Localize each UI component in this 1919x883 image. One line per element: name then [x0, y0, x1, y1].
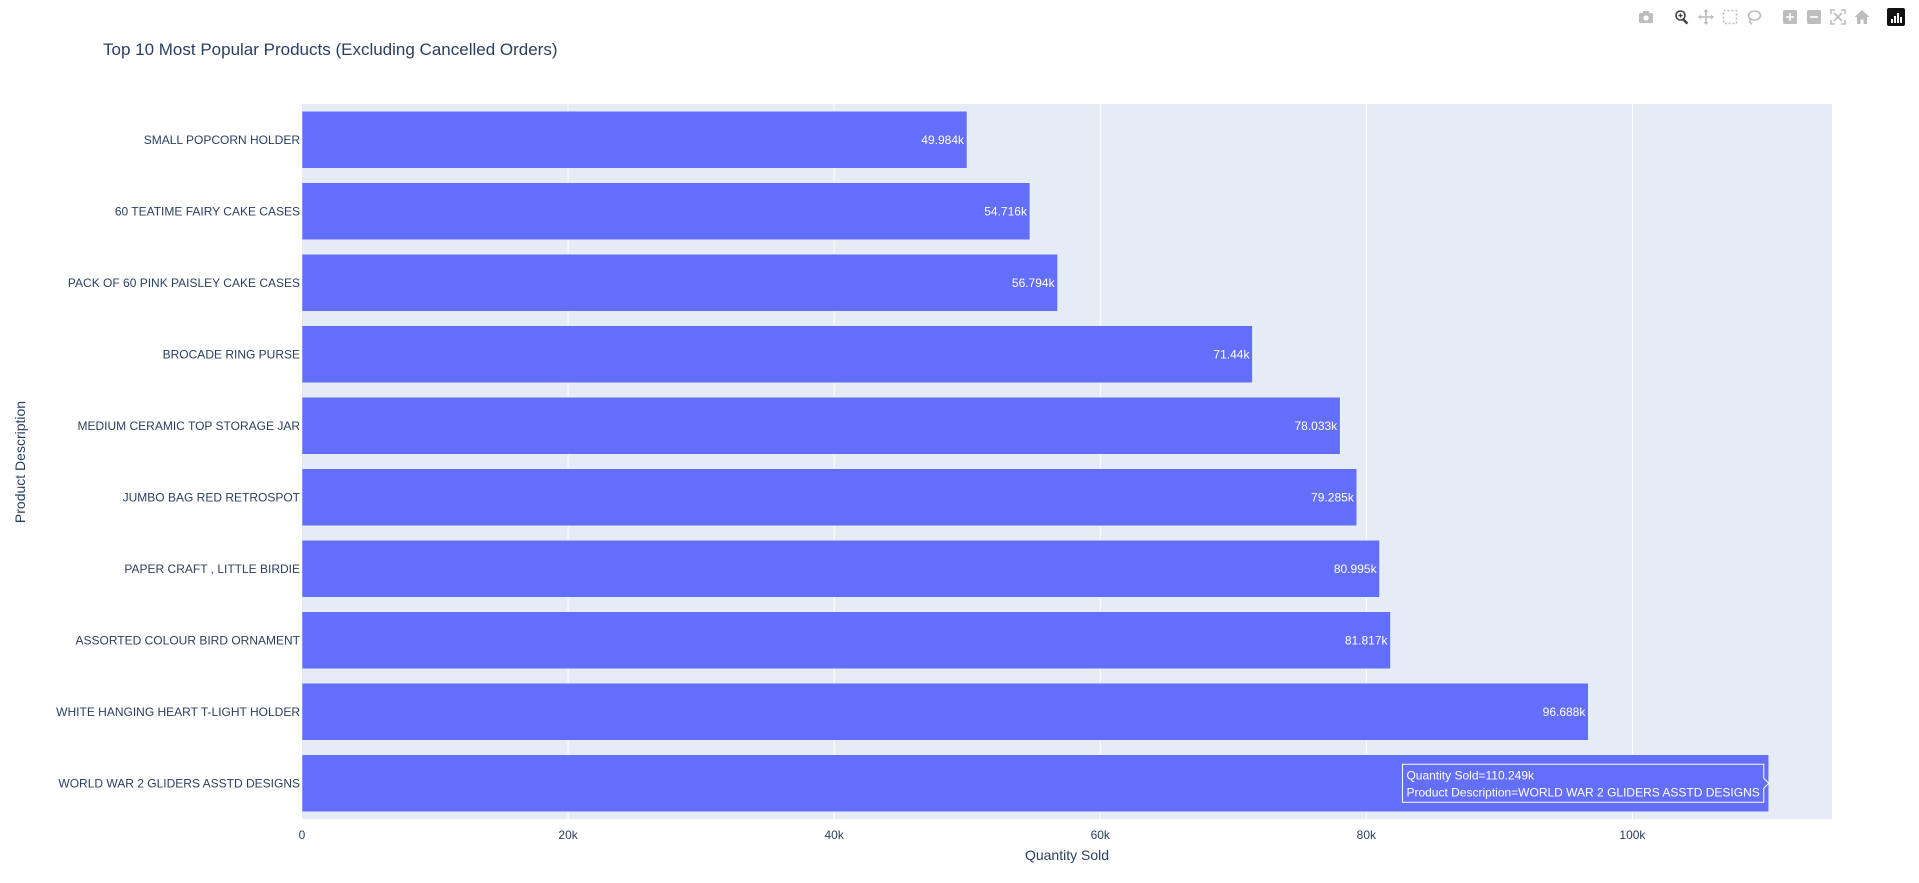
- bars: 49.984k 54.716k 56.794k 71.44k 78.033k 79.285…: [301, 110, 1770, 813]
- y-tick-label: BROCADE RING PURSE: [163, 347, 300, 361]
- y-tick-label: SMALL POPCORN HOLDER: [144, 133, 301, 147]
- bar[interactable]: [301, 611, 1391, 670]
- y-tick-label: MEDIUM CERAMIC TOP STORAGE JAR: [78, 419, 301, 433]
- bar-value-label: 81.817k: [1345, 633, 1389, 647]
- zoom-icon[interactable]: [1673, 8, 1691, 26]
- autoscale-icon[interactable]: [1829, 8, 1847, 26]
- bar[interactable]: [301, 539, 1380, 598]
- y-tick-labels: SMALL POPCORN HOLDER 60 TEATIME FAIRY CAK…: [56, 133, 300, 791]
- modebar: [1625, 8, 1905, 26]
- y-tick-label: ASSORTED COLOUR BIRD ORNAMENT: [76, 633, 301, 647]
- x-tick-labels: 0 20k 40k 60k 80k 100k: [299, 828, 1647, 842]
- bar-value-label: 78.033k: [1294, 419, 1338, 433]
- hover-tooltip: Quantity Sold=110.249k Product Descriptio…: [1401, 763, 1770, 803]
- bar-value-label: 49.984k: [921, 133, 965, 147]
- bar[interactable]: [301, 182, 1031, 241]
- chart-title: Top 10 Most Popular Products (Excluding …: [103, 40, 558, 59]
- reset-axes-icon[interactable]: [1853, 8, 1871, 26]
- x-tick-label: 40k: [824, 828, 844, 842]
- lasso-icon[interactable]: [1745, 8, 1763, 26]
- x-axis-title: Quantity Sold: [1025, 847, 1109, 863]
- zoom-in-icon[interactable]: [1781, 8, 1799, 26]
- pan-icon[interactable]: [1697, 8, 1715, 26]
- bar-value-label: 79.285k: [1311, 490, 1355, 504]
- y-tick-label: PACK OF 60 PINK PAISLEY CAKE CASES: [68, 276, 300, 290]
- bar[interactable]: [301, 468, 1358, 527]
- bar-value-label: 80.995k: [1334, 562, 1378, 576]
- x-tick-label: 60k: [1091, 828, 1111, 842]
- bar[interactable]: [301, 396, 1341, 455]
- bar-value-label: 71.44k: [1213, 347, 1250, 361]
- y-tick-label: PAPER CRAFT , LITTLE BIRDIE: [124, 562, 300, 576]
- x-tick-label: 100k: [1619, 828, 1646, 842]
- y-tick-label: 60 TEATIME FAIRY CAKE CASES: [115, 204, 300, 218]
- y-tick-label: WHITE HANGING HEART T-LIGHT HOLDER: [56, 705, 300, 719]
- hover-box: [1401, 763, 1770, 803]
- bar-value-label: 54.716k: [984, 204, 1028, 218]
- hover-label: Quantity Sold=110.249k Product Descriptio…: [1401, 763, 1770, 803]
- box-select-icon[interactable]: [1721, 8, 1739, 26]
- x-tick-label: 0: [299, 828, 306, 842]
- y-axis-title: Product Description: [12, 401, 28, 523]
- plotly-logo-icon[interactable]: [1887, 8, 1905, 26]
- modebar-group-2: [1673, 8, 1763, 26]
- zoom-out-icon[interactable]: [1805, 8, 1823, 26]
- bar-value-label: 56.794k: [1012, 276, 1056, 290]
- bar[interactable]: [301, 253, 1058, 312]
- hover-line-1: Quantity Sold=110.249k: [1406, 768, 1535, 782]
- bar[interactable]: [301, 682, 1589, 741]
- bar[interactable]: [301, 325, 1253, 384]
- hover-line-2: Product Description=WORLD WAR 2 GLIDERS …: [1406, 785, 1759, 799]
- modebar-group-1: [1637, 8, 1655, 26]
- y-tick-label: JUMBO BAG RED RETROSPOT: [123, 490, 301, 504]
- camera-icon[interactable]: [1637, 8, 1655, 26]
- x-tick-label: 80k: [1357, 828, 1377, 842]
- y-tick-label: WORLD WAR 2 GLIDERS ASSTD DESIGNS: [58, 776, 300, 790]
- bar-value-label: 96.688k: [1543, 705, 1587, 719]
- x-tick-label: 20k: [558, 828, 578, 842]
- bar[interactable]: [301, 110, 968, 169]
- modebar-group-3: [1781, 8, 1871, 26]
